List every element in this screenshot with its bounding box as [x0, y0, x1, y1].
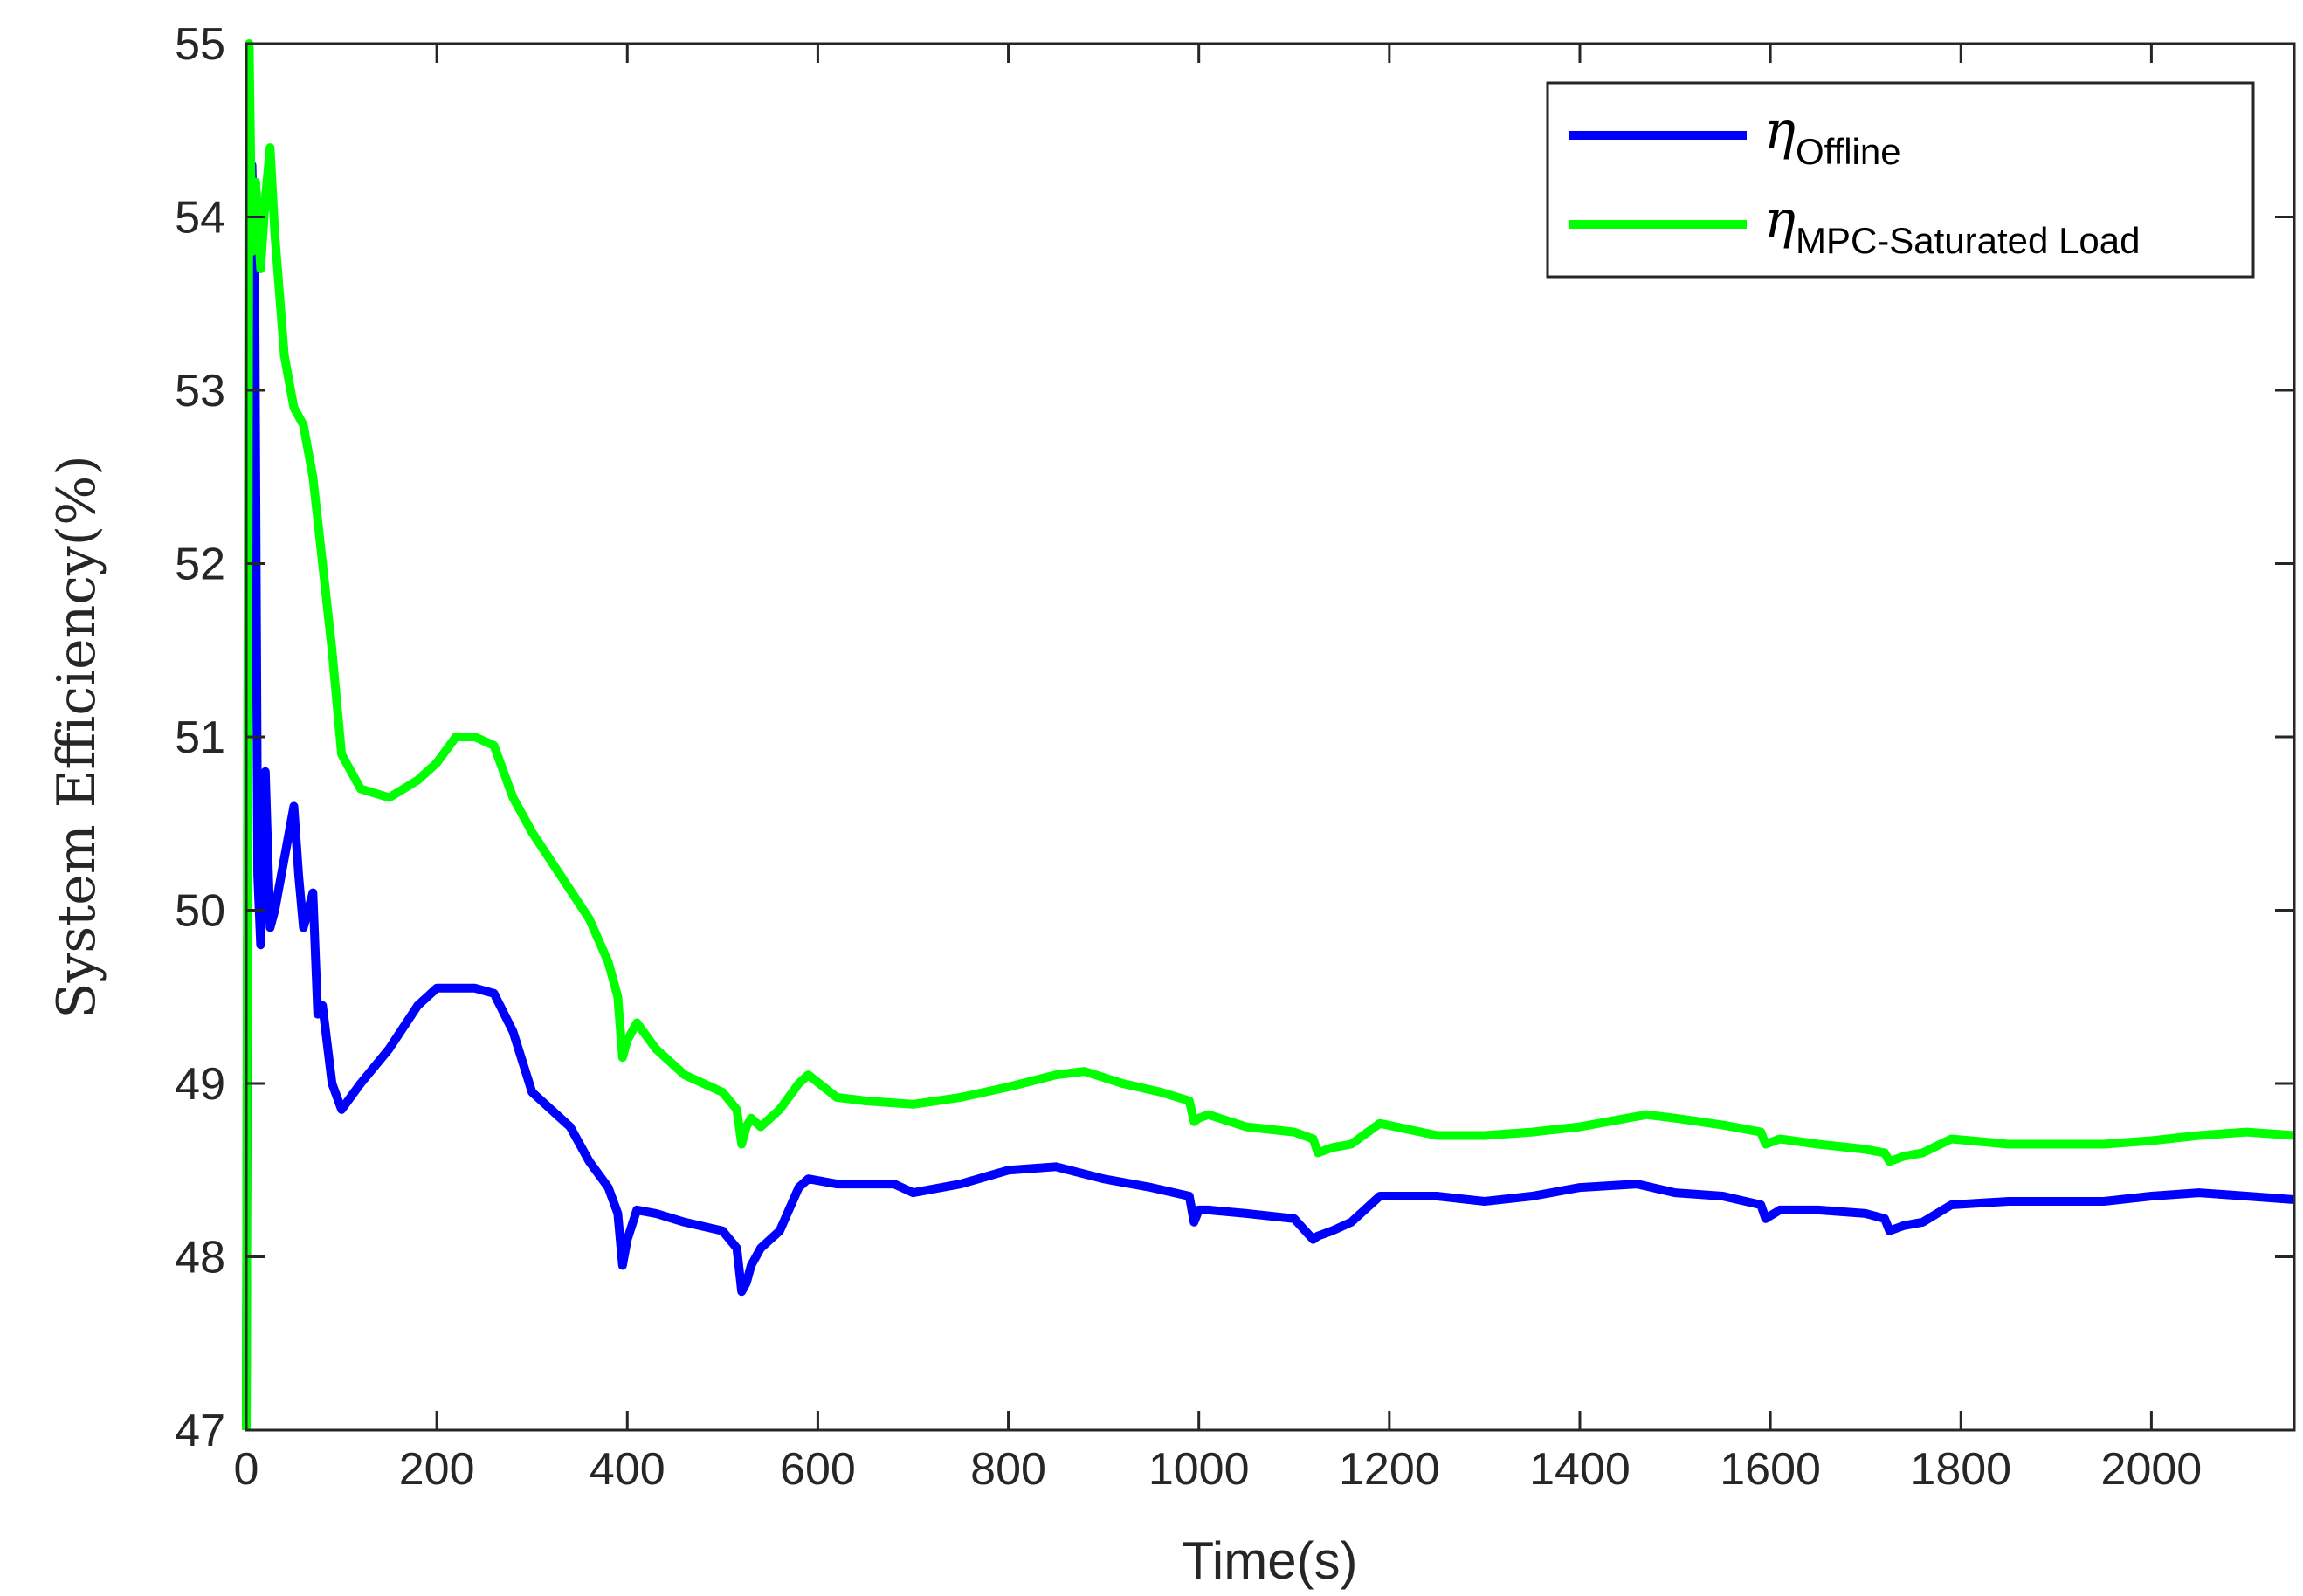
y-tick-label: 50 — [175, 886, 225, 937]
x-tick-label: 1800 — [1910, 1444, 2011, 1495]
legend-label-mpc: ηMPC-Saturated Load — [1764, 189, 2141, 261]
x-tick-label: 1000 — [1148, 1444, 1250, 1495]
x-tick-label: 2000 — [2101, 1444, 2203, 1495]
x-tick-label: 0 — [234, 1444, 259, 1495]
x-tick-label: 1600 — [1720, 1444, 1821, 1495]
x-tick-label: 400 — [590, 1444, 665, 1495]
x-tick-label: 800 — [970, 1444, 1046, 1495]
y-axis-title: System Efficiency(%) — [46, 455, 107, 1018]
y-axis: 47 48 49 50 51 52 53 54 55 — [175, 19, 2294, 1456]
x-axis: 0 200 400 600 800 1000 1200 1400 1600 1800 2000 — [234, 44, 2203, 1495]
y-tick-label: 49 — [175, 1059, 225, 1110]
y-tick-label: 52 — [175, 540, 225, 590]
x-tick-label: 600 — [780, 1444, 856, 1495]
legend-label-offline: ηOffline — [1764, 100, 1901, 172]
legend: ηOffline ηMPC-Saturated Load — [1546, 81, 2255, 279]
x-tick-label: 200 — [399, 1444, 475, 1495]
y-tick-label: 53 — [175, 366, 225, 416]
legend-box — [1546, 81, 2255, 279]
x-tick-label: 1400 — [1529, 1444, 1631, 1495]
y-tick-label: 48 — [175, 1233, 225, 1283]
x-axis-title: Time(s) — [1182, 1531, 1357, 1590]
y-tick-label: 54 — [175, 193, 225, 244]
series-line-offline — [242, 161, 2295, 1431]
y-tick-label: 47 — [175, 1406, 225, 1456]
series-line-mpc-saturated-load — [242, 39, 2295, 1431]
x-tick-label: 1200 — [1339, 1444, 1440, 1495]
y-tick-label: 51 — [175, 712, 225, 763]
y-tick-label: 55 — [175, 19, 225, 70]
series-layer — [242, 39, 2295, 1431]
